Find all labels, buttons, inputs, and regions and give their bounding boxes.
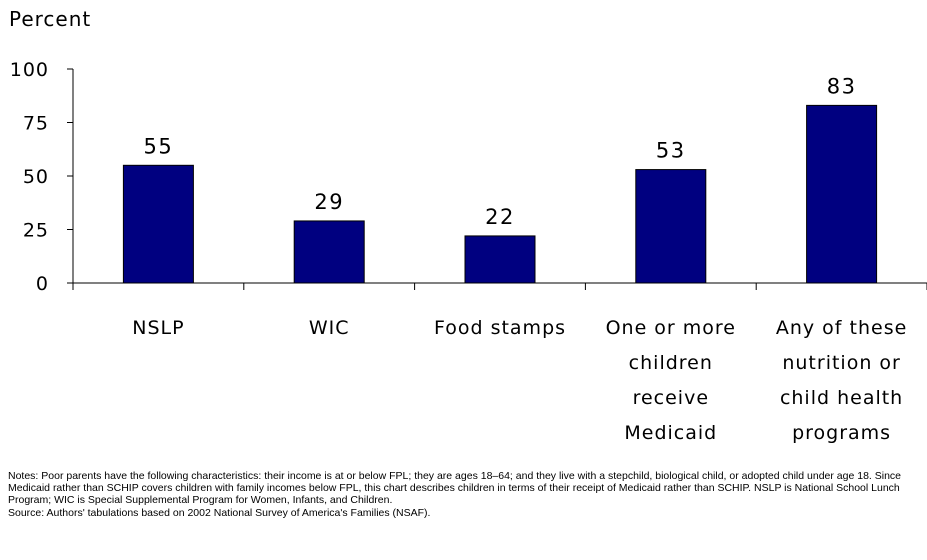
category-label: Any of these nutrition or child health prog… — [776, 317, 907, 444]
category-label-line: NSLP — [132, 317, 184, 339]
y-tick-label: 0 — [36, 273, 49, 295]
y-tick-label: 100 — [10, 59, 49, 81]
bar-4 — [636, 170, 706, 283]
y-tick-label: 50 — [23, 166, 49, 188]
y-tick-label: 75 — [23, 113, 49, 135]
bar-chart: 0 25 50 75 100 55 NSLP 29 WIC 22 Food stamps 53 One… — [0, 0, 927, 460]
category-label-line: nutrition or — [782, 352, 901, 374]
category-label: WIC — [309, 317, 350, 339]
y-tick-label: 25 — [23, 220, 49, 242]
category-label: One or more children receive Medicaid — [606, 317, 736, 444]
category-label-line: Medicaid — [624, 422, 717, 444]
data-label: 83 — [827, 74, 857, 98]
footnotes: Notes: Poor parents have the following c… — [8, 470, 920, 519]
category-label-line: programs — [792, 422, 891, 444]
data-label: 22 — [485, 205, 515, 229]
category-label: Food stamps — [434, 317, 566, 339]
data-label: 53 — [656, 139, 686, 163]
bar-3 — [465, 236, 535, 283]
category-label-line: receive — [633, 387, 709, 409]
chart-bars — [123, 105, 876, 283]
category-label-line: children — [629, 352, 713, 374]
data-label: 29 — [314, 190, 344, 214]
bar-5 — [807, 105, 877, 283]
category-label-line: Food stamps — [434, 317, 566, 339]
data-label: 55 — [144, 134, 174, 158]
bar-2 — [294, 221, 364, 283]
category-label-line: Any of these — [776, 317, 907, 339]
source-text: Source: Authors' tabulations based on 20… — [8, 507, 920, 519]
category-label-line: WIC — [309, 317, 350, 339]
category-label-line: One or more — [606, 317, 736, 339]
category-label: NSLP — [132, 317, 184, 339]
bar-1 — [123, 165, 193, 283]
notes-text: Notes: Poor parents have the following c… — [8, 470, 920, 507]
category-label-line: child health — [780, 387, 903, 409]
